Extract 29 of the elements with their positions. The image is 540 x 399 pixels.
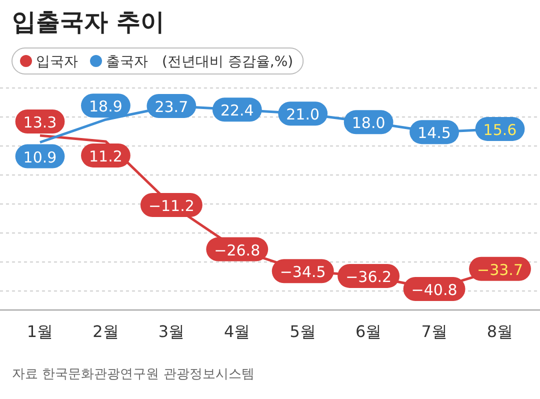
x-tick-label: 5월: [290, 322, 316, 341]
data-label: −26.8: [214, 241, 260, 260]
data-label: −33.7: [477, 260, 523, 279]
x-tick-label: 8월: [486, 322, 514, 341]
data-label: −34.5: [280, 263, 326, 282]
x-tick-label: 2월: [92, 322, 119, 341]
data-label: 13.3: [23, 113, 57, 132]
x-tick-label: 6월: [355, 322, 382, 341]
data-label: 21.0: [286, 106, 320, 124]
chart-subtitle: (전년대비 증감율,%): [162, 54, 294, 70]
text: 자료 한국문화관광연구원 관광정보시스템: [12, 367, 254, 382]
x-tick-label: 3월: [158, 322, 185, 341]
data-label: −36.2: [346, 268, 392, 286]
data-label: −40.8: [411, 281, 458, 300]
data-label: 22.4: [220, 102, 254, 120]
chart-title: 입출국자 추이: [12, 8, 164, 36]
x-tick-label: 1월: [26, 322, 54, 341]
x-tick-label: 4월: [224, 322, 250, 341]
data-label: −11.2: [148, 197, 194, 216]
data-label: 18.9: [89, 98, 122, 116]
legend-label: 출국자: [106, 54, 148, 70]
x-tick-label: 7월: [421, 322, 448, 341]
legend-label: 입국자: [36, 54, 78, 70]
data-label: 15.6: [483, 120, 517, 139]
data-label: 18.0: [352, 114, 386, 132]
data-label: 14.5: [418, 124, 451, 142]
data-label: 23.7: [154, 98, 188, 116]
data-label: 11.2: [89, 147, 122, 166]
data-label: 10.9: [23, 148, 57, 166]
